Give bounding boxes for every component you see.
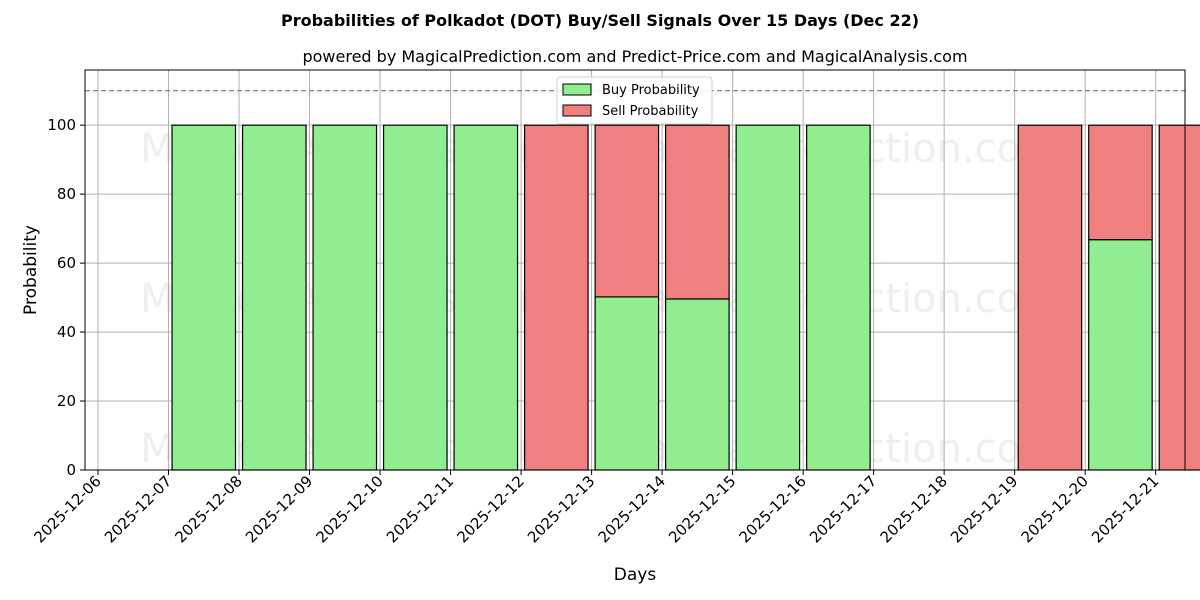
x-tick-label: 2025-12-16 (736, 472, 810, 546)
sell-bar (524, 124, 589, 471)
x-tick-label: 2025-12-12 (454, 472, 528, 546)
legend: Buy Probability Sell Probability (556, 76, 713, 125)
buy-bar (171, 124, 237, 471)
chart-subtitle: powered by MagicalPrediction.com and Pre… (302, 47, 967, 66)
buy-bar (594, 296, 660, 471)
x-tick-label: 2025-12-18 (877, 472, 951, 546)
legend-label: Buy Probability (602, 83, 700, 98)
legend-swatch (562, 83, 592, 96)
x-tick-label: 2025-12-20 (1018, 472, 1092, 546)
buy-bar (806, 124, 871, 471)
x-tick-label: 2025-12-19 (947, 472, 1021, 546)
sell-bar (1158, 124, 1200, 471)
x-tick-label: 2025-12-09 (242, 472, 316, 546)
chart-title: Probabilities of Polkadot (DOT) Buy/Sell… (281, 11, 919, 30)
legend-box (556, 76, 713, 125)
x-axis-label: Days (614, 565, 657, 585)
y-tick-label: 0 (66, 461, 76, 479)
y-axis: 0 20 40 60 80 100 (47, 116, 85, 479)
sell-bar (1088, 124, 1153, 241)
plot-frame (84, 69, 1186, 471)
sell-bar (594, 124, 660, 298)
buy-bar (241, 124, 307, 471)
y-tick-label: 20 (57, 392, 76, 410)
y-tick-label: 100 (47, 116, 76, 134)
sell-bar (665, 124, 730, 300)
x-tick-label: 2025-12-15 (665, 472, 739, 546)
legend-label: Sell Probability (602, 104, 699, 119)
x-tick-label: 2025-12-08 (171, 472, 245, 546)
bars (171, 124, 1200, 471)
buy-bar (1088, 239, 1153, 471)
y-tick-label: 40 (57, 323, 76, 341)
buy-bar (382, 124, 448, 471)
sell-bar (1017, 124, 1083, 471)
buy-bar (453, 124, 519, 471)
x-tick-label: 2025-12-07 (101, 472, 175, 546)
x-tick-label: 2025-12-14 (595, 472, 669, 546)
buy-bar (735, 124, 801, 471)
y-tick-label: 60 (57, 254, 76, 272)
x-tick-label: 2025-12-13 (524, 472, 598, 546)
x-tick-label: 2025-12-06 (30, 472, 104, 546)
x-tick-label: 2025-12-21 (1088, 472, 1162, 546)
x-tick-label: 2025-12-10 (313, 472, 387, 546)
x-axis: 2025-12-062025-12-072025-12-082025-12-09… (30, 470, 1163, 546)
buy-bar (665, 298, 730, 471)
buy-bar (312, 124, 378, 471)
y-tick-label: 80 (57, 185, 76, 203)
y-axis-label: Probability (21, 225, 41, 315)
x-tick-label: 2025-12-11 (383, 472, 457, 546)
legend-swatch (562, 104, 592, 117)
x-tick-label: 2025-12-17 (806, 472, 880, 546)
